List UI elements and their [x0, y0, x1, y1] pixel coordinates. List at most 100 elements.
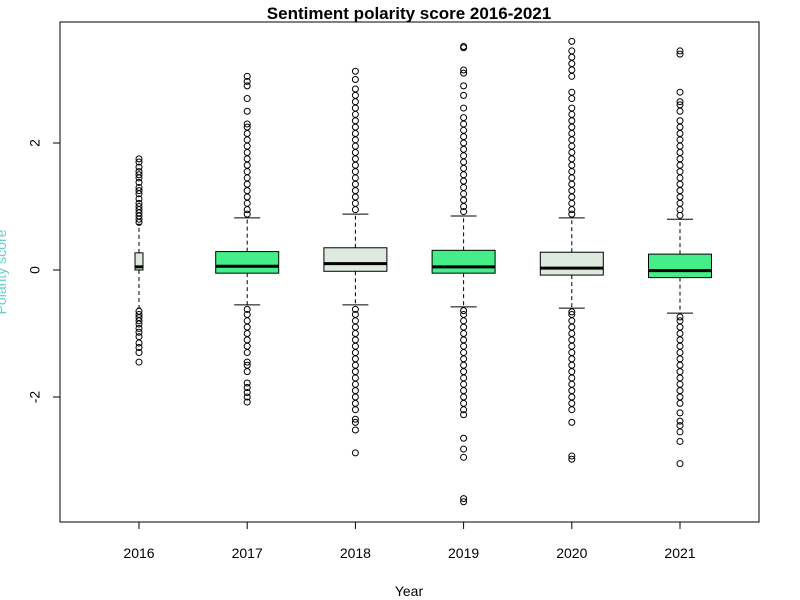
outlier-point	[676, 101, 684, 109]
outlier-point	[568, 393, 576, 401]
outlier-point	[351, 110, 359, 118]
outlier-point	[568, 136, 576, 144]
outlier-point	[676, 193, 684, 201]
outlier-point	[676, 187, 684, 195]
outlier-point	[568, 355, 576, 363]
outlier-point	[243, 206, 251, 214]
y-tick-label: 0	[27, 266, 43, 274]
outlier-point	[460, 133, 468, 141]
outlier-point	[568, 452, 576, 460]
outlier-point	[460, 445, 468, 453]
outlier-point	[351, 406, 359, 414]
outlier-point	[460, 330, 468, 337]
outlier-point	[676, 88, 684, 96]
outlier-point	[676, 336, 684, 344]
outlier-point	[243, 379, 251, 387]
outlier-point	[243, 193, 251, 201]
outlier-point	[568, 308, 576, 316]
outlier-point	[676, 117, 684, 125]
outlier-point	[243, 95, 251, 103]
outlier-point	[351, 76, 359, 83]
outlier-point	[676, 313, 684, 321]
outlier-point	[676, 409, 684, 417]
outlier-point	[243, 199, 251, 207]
outlier-point	[243, 336, 251, 344]
outlier-point	[676, 174, 684, 182]
outlier-point	[351, 91, 359, 99]
outlier-point	[676, 399, 684, 407]
outlier-point	[676, 428, 684, 436]
outlier-point	[135, 171, 143, 179]
outlier-point	[676, 437, 684, 445]
outlier-point	[676, 136, 684, 144]
outlier-point	[460, 208, 468, 216]
outlier-point	[568, 72, 576, 80]
outlier-point	[568, 210, 576, 218]
outlier-point	[568, 342, 576, 350]
outlier-point	[351, 415, 359, 423]
outlier-point	[460, 42, 468, 50]
outlier-point	[135, 349, 143, 357]
outlier-point	[351, 305, 359, 313]
outlier-point	[460, 317, 468, 325]
outlier-point	[243, 349, 251, 357]
x-tick-label: 2017	[232, 545, 263, 561]
outlier-point	[460, 183, 468, 191]
outlier-point	[460, 453, 468, 461]
outlier-point	[568, 368, 576, 376]
outlier-point	[351, 123, 359, 131]
outlier-point	[676, 393, 684, 401]
x-tick-label: 2020	[556, 545, 587, 561]
x-axis-title: Year	[395, 583, 424, 599]
box-body	[648, 253, 712, 279]
outlier-point	[460, 342, 468, 350]
x-tick-label: 2021	[664, 545, 695, 561]
x-tick-label: 2018	[340, 545, 371, 561]
outlier-point	[351, 349, 359, 357]
outlier-point	[243, 123, 251, 131]
outlier-point	[243, 142, 251, 150]
outlier-point	[676, 149, 684, 157]
outlier-point	[568, 53, 576, 61]
outlier-point	[351, 374, 359, 382]
outlier-point	[351, 193, 359, 201]
outlier-point	[568, 187, 576, 195]
outlier-point	[243, 330, 251, 337]
outlier-point	[243, 389, 251, 397]
outlier-point	[676, 47, 684, 55]
box-2016	[134, 155, 144, 366]
outlier-point	[351, 336, 359, 344]
outlier-point	[135, 324, 143, 332]
outlier-point	[676, 330, 684, 337]
outlier-point	[351, 168, 359, 176]
outlier-point	[460, 393, 468, 401]
outlier-point	[351, 310, 359, 318]
outlier-point	[676, 211, 684, 219]
outlier-point	[568, 161, 576, 169]
outlier-point	[460, 323, 468, 331]
outlier-point	[351, 129, 359, 137]
outlier-point	[243, 368, 251, 376]
outlier-point	[460, 411, 468, 419]
outlier-point	[676, 342, 684, 350]
outlier-point	[243, 77, 251, 85]
outlier-point	[243, 305, 251, 313]
outlier-point	[568, 110, 576, 118]
outlier-point	[135, 339, 143, 347]
outlier-point	[568, 37, 576, 45]
outlier-point	[135, 199, 143, 207]
box-body	[539, 251, 604, 276]
outlier-point	[676, 180, 684, 188]
outlier-point	[351, 342, 359, 350]
outlier-point	[676, 355, 684, 363]
outlier-point	[351, 199, 359, 207]
outlier-point	[460, 336, 468, 344]
outlier-point	[351, 323, 359, 331]
outlier-point	[676, 199, 684, 207]
outlier-point	[135, 343, 143, 351]
outlier-point	[676, 380, 684, 388]
outlier-point	[460, 82, 468, 90]
outlier-point	[460, 368, 468, 376]
x-tick-label: 2019	[448, 545, 479, 561]
